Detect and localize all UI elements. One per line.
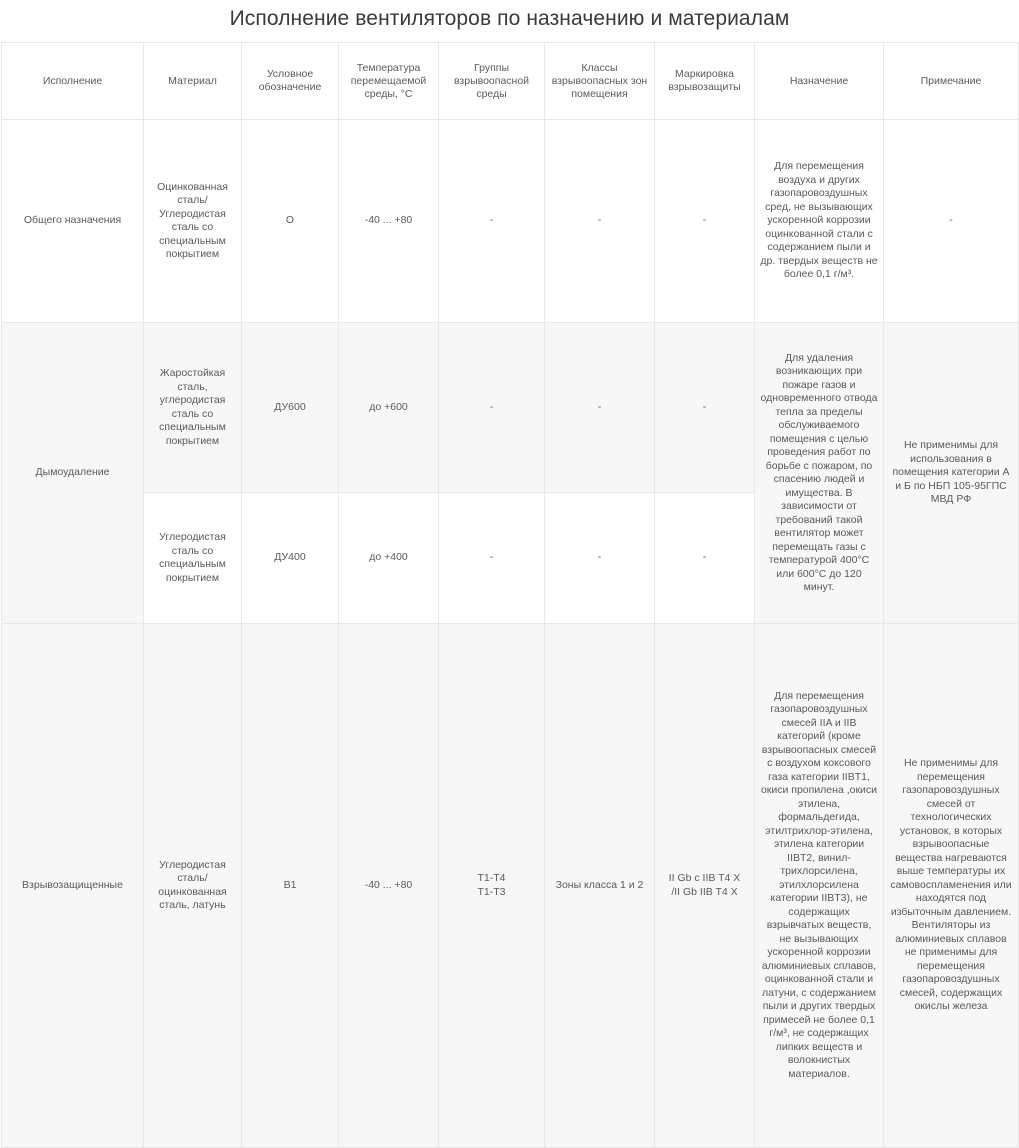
column-header-oboznachenie: Условное обозначение xyxy=(241,42,339,120)
cell-ispolnenie: Общего назначения xyxy=(1,119,144,323)
cell-temperatura: -40 ... +80 xyxy=(338,623,439,1148)
markirovka-line-2: /II Gb IIB T4 X xyxy=(671,885,738,898)
cell-primechanie: - xyxy=(883,119,1019,323)
cell-markirovka: II Gb c IIB T4 X /II Gb IIB T4 X xyxy=(654,623,755,1148)
cell-naznachenie: Для перемещения воздуха и других газопар… xyxy=(754,119,884,323)
cell-temperatura: до +400 xyxy=(338,492,439,624)
table-row: Взрывозащищенные Углеродистая сталь/ оци… xyxy=(1,623,1019,1148)
cell-markirovka: - xyxy=(654,119,755,323)
cell-gruppy: - xyxy=(438,322,545,493)
gruppy-line-2: Т1-Т3 xyxy=(477,885,506,898)
table-row: Общего назначения Оцинкованная сталь/ Уг… xyxy=(1,119,1019,323)
cell-ispolnenie: Взрывозащищенные xyxy=(1,623,144,1148)
table-header-row: Исполнение Материал Условное обозначение… xyxy=(1,42,1019,120)
table-row: Углеродистая сталь со специальным покрыт… xyxy=(2,492,1019,624)
cell-markirovka: - xyxy=(654,322,755,493)
page-title: Исполнение вентиляторов по назначению и … xyxy=(229,7,790,30)
column-header-markirovka: Маркировка взрывозащиты xyxy=(654,42,755,120)
column-header-klassy: Классы взрывоопасных зон помещения xyxy=(544,42,655,120)
cell-material: Углеродистая сталь/ оцинкованная сталь, … xyxy=(143,623,242,1148)
specification-table: Исполнение Материал Условное обозначение… xyxy=(1,42,1019,1148)
cell-gruppy: - xyxy=(438,492,545,624)
cell-klassy: - xyxy=(544,119,655,323)
column-header-primechanie: Примечание xyxy=(883,42,1019,120)
cell-klassy: - xyxy=(544,322,655,493)
cell-temperatura: до +600 xyxy=(338,322,439,493)
cell-oboznachenie: ДУ400 xyxy=(241,492,339,624)
column-header-naznachenie: Назначение xyxy=(754,42,884,120)
cell-klassy: - xyxy=(544,492,655,624)
cell-oboznachenie: О xyxy=(241,119,339,323)
cell-gruppy: Т1-Т4 Т1-Т3 xyxy=(438,623,545,1148)
cell-naznachenie: Для удаления возникающих при пожаре газо… xyxy=(754,322,884,624)
column-header-ispolnenie: Исполнение xyxy=(1,42,144,120)
markirovka-line-1: II Gb c IIB T4 X xyxy=(668,872,741,884)
table-body: Общего назначения Оцинкованная сталь/ Уг… xyxy=(1,119,1019,1148)
cell-material: Оцинкованная сталь/ Углеродистая сталь с… xyxy=(143,119,242,323)
column-header-material: Материал xyxy=(143,42,242,120)
column-header-gruppy: Группы взрывоопасной среды xyxy=(438,42,545,120)
cell-material: Жаростойкая сталь, углеродистая сталь со… xyxy=(143,322,242,493)
table-header: Исполнение Материал Условное обозначение… xyxy=(1,42,1019,120)
cell-primechanie: Не применимы для использования в помещен… xyxy=(883,322,1019,624)
cell-markirovka: - xyxy=(654,492,755,624)
cell-temperatura: -40 ... +80 xyxy=(338,119,439,323)
cell-klassy: Зоны класса 1 и 2 xyxy=(544,623,655,1148)
cell-oboznachenie: В1 xyxy=(241,623,339,1148)
gruppy-line-1: Т1-Т4 xyxy=(477,872,506,884)
table-row: Дымоудаление Жаростойкая сталь, углероди… xyxy=(1,322,1019,624)
cell-ispolnenie: Дымоудаление xyxy=(1,322,144,624)
cell-primechanie: Не применимы для перемещения газопаровоз… xyxy=(883,623,1019,1148)
cell-gruppy: - xyxy=(438,119,545,323)
cell-oboznachenie: ДУ600 xyxy=(241,322,339,493)
cell-material: Углеродистая сталь со специальным покрыт… xyxy=(143,492,242,624)
column-header-temperatura: Температура перемещаемой среды, °С xyxy=(338,42,439,120)
cell-naznachenie: Для перемещения газопаровоздушных смесей… xyxy=(754,623,884,1148)
